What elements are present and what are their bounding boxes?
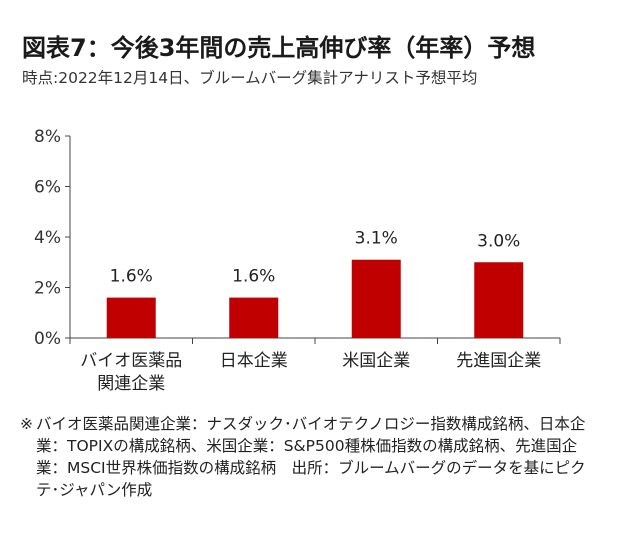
y-tick-label: 0% (34, 329, 61, 349)
data-label: 3.1% (355, 229, 398, 249)
data-labels: 1.6% 1.6% 3.1% 3.0% (107, 226, 523, 287)
data-label: 1.6% (110, 267, 153, 287)
y-tick-label: 2% (34, 279, 61, 299)
x-axis (69, 337, 561, 344)
x-tick-label: 日本企業 (220, 351, 288, 371)
chart-title: 図表7：今後3年間の売上高伸び率（年率）予想 (22, 34, 536, 62)
bar (229, 297, 279, 338)
category-labels: バイオ医薬品関連企業 日本企業 米国企業 先進国企業 (80, 351, 541, 394)
bars (106, 259, 524, 338)
bar (106, 297, 156, 338)
bar (351, 259, 401, 338)
footnote-text: バイオ医薬品関連企業：ナスダック･バイオテクノロジー指数構成銘柄、日本企業：TO… (36, 415, 586, 499)
data-label: 1.6% (232, 267, 275, 287)
x-tick-label: 米国企業 (342, 351, 410, 371)
chart-subtitle: 時点:2022年12月14日、ブルームバーグ集計アナリスト予想平均 (22, 69, 478, 87)
x-tick-label: バイオ医薬品 (80, 351, 182, 371)
y-tick-label: 6% (34, 178, 61, 198)
data-label-bg (229, 264, 278, 286)
data-label-bg (474, 229, 523, 251)
x-tick-label: 関連企業 (97, 374, 165, 394)
data-label: 3.0% (477, 231, 520, 251)
bar (474, 262, 524, 338)
x-tick-label: 先進国企業 (456, 351, 541, 371)
footnote: ※ バイオ医薬品関連企業：ナスダック･バイオテクノロジー指数構成銘柄、日本企業：… (20, 413, 596, 501)
bar-chart: 0% 2% 4% 6% 8% 1.6% 1.6% 3.1% 3.0% バイオ医薬品関連企業 日本… (34, 127, 561, 394)
data-label-bg (352, 226, 401, 248)
footnote-mark: ※ (20, 415, 33, 433)
y-tick-label: 4% (34, 228, 61, 248)
y-tick-label: 8% (34, 127, 61, 147)
data-label-bg (107, 264, 156, 286)
y-axis: 0% 2% 4% 6% 8% (34, 127, 71, 349)
